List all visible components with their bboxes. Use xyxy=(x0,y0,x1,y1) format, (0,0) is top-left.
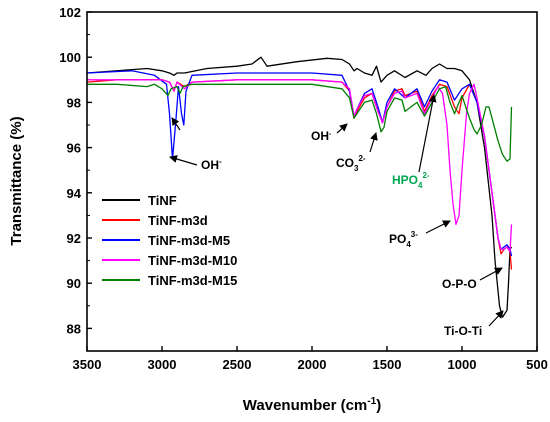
annotation-co3: CO32- xyxy=(336,154,366,173)
plot-frame xyxy=(86,11,538,352)
legend-label-1: TiNF-m3d xyxy=(148,213,208,228)
annotation-po4: PO43- xyxy=(389,230,418,249)
y-tick-label-92: 92 xyxy=(67,231,81,246)
y-tick-label-96: 96 xyxy=(67,141,81,156)
legend: TiNF TiNF-m3d TiNF-m3d-M5 TiNF-m3d-M10 TiNF-… xyxy=(102,193,237,288)
y-tick-label-90: 90 xyxy=(67,276,81,291)
x-tick-label-2000: 2000 xyxy=(298,357,327,372)
x-tick-label-1000: 1000 xyxy=(448,357,477,372)
x-tick-label-3000: 3000 xyxy=(148,357,177,372)
arrow-oh2 xyxy=(171,117,181,131)
y-tick-label-94: 94 xyxy=(67,186,82,201)
series-lines xyxy=(87,56,513,318)
x-tick-label-500: 500 xyxy=(526,357,548,372)
y-tick-label-102: 102 xyxy=(59,5,81,20)
arrow-oh1 xyxy=(169,155,198,166)
series-line-3 xyxy=(87,79,513,253)
arrow-oh3 xyxy=(336,123,348,134)
axis-ticks: 3500 3000 2500 2000 1500 1000 500 88 90 92 94 96 98 1… xyxy=(59,5,548,372)
x-tick-label-2500: 2500 xyxy=(223,357,252,372)
annotation-oh-small: OH- xyxy=(311,129,332,143)
arrow-opo xyxy=(479,267,503,281)
arrow-tioti xyxy=(488,310,504,327)
series-line-0 xyxy=(87,56,513,318)
y-tick-label-100: 100 xyxy=(59,50,81,65)
annotation-arrows xyxy=(169,94,504,327)
arrow-co3 xyxy=(369,132,378,153)
series-line-2 xyxy=(87,70,513,257)
annotation-hpo4: HPO42- xyxy=(392,171,430,190)
x-tick-label-1500: 1500 xyxy=(373,357,402,372)
x-axis-title: Wavenumber (cm-1) xyxy=(243,396,381,414)
arrow-po4 xyxy=(425,220,451,234)
annotation-oh: OH- xyxy=(201,157,222,172)
series-line-4 xyxy=(87,83,513,162)
y-tick-label-98: 98 xyxy=(67,95,81,110)
legend-label-2: TiNF-m3d-M5 xyxy=(148,233,230,248)
annotation-opo: O-P-O xyxy=(442,277,477,291)
x-tick-label-3500: 3500 xyxy=(73,357,102,372)
annotation-tioti: Ti-O-Ti xyxy=(444,324,482,338)
legend-label-0: TiNF xyxy=(148,193,177,208)
legend-label-3: TiNF-m3d-M10 xyxy=(148,253,237,268)
legend-label-4: TiNF-m3d-M15 xyxy=(148,273,237,288)
y-tick-label-88: 88 xyxy=(67,321,81,336)
y-axis-title: Transmittance (%) xyxy=(8,116,25,245)
arrow-hpo4 xyxy=(418,94,437,173)
